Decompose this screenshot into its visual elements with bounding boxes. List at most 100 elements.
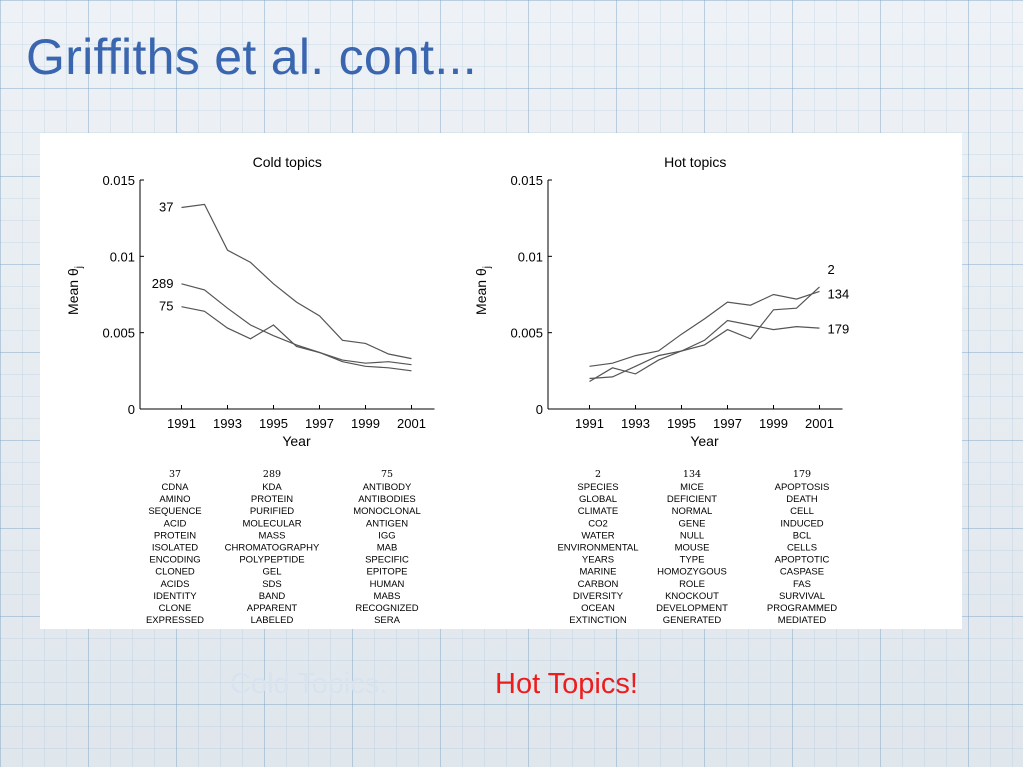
cold-word-list-item: CLONE: [159, 603, 192, 614]
cold-topics-caption: Cold Topics.: [230, 668, 388, 700]
cold-word-list-item: HUMAN: [370, 579, 405, 590]
hot-word-list-item: CASPASE: [780, 567, 824, 578]
cold-word-list-header: 37: [169, 469, 181, 480]
hot-word-list-item: INDUCED: [780, 518, 823, 529]
hot-word-list-header: 134: [683, 469, 701, 480]
cold-word-list-header: 75: [381, 469, 393, 480]
cold-word-list-item: MABS: [374, 591, 401, 602]
hot-series-2-label: 2: [828, 262, 835, 277]
hot-word-list-item: FAS: [793, 579, 811, 590]
cold-y-tick-label: 0.01: [110, 249, 135, 264]
hot-series-179-line: [589, 319, 820, 380]
cold-word-list-item: CDNA: [162, 482, 190, 493]
cold-series-37-line: [181, 203, 412, 360]
cold-chart-title: Cold topics: [253, 154, 322, 170]
hot-word-list-item: HOMOZYGOUS: [657, 567, 727, 578]
cold-y-tick-label: 0.015: [102, 173, 135, 188]
hot-y-axis-label: Mean θj: [473, 266, 493, 315]
hot-y-tick-label: 0.005: [510, 326, 543, 341]
cold-word-list-item: MAB: [377, 543, 398, 554]
cold-word-list-item: APPARENT: [247, 603, 298, 614]
hot-series-134-line: [589, 286, 820, 383]
slide-title: Griffiths et al. cont...: [26, 29, 477, 85]
cold-series-289-label: 289: [152, 276, 174, 291]
cold-word-list-item: PROTEIN: [251, 494, 293, 505]
hot-y-axis-label-subscript: j: [482, 266, 493, 269]
cold-y-tick-label: 0.005: [102, 326, 135, 341]
hot-x-tick-label: 1995: [667, 416, 696, 431]
hot-word-list-item: GLOBAL: [579, 494, 617, 505]
hot-series-2-line: [589, 290, 820, 367]
cold-x-tick-label: 1999: [351, 416, 380, 431]
hot-word-list-item: MICE: [680, 482, 704, 493]
hot-word-list-item: SURVIVAL: [779, 591, 825, 602]
hot-word-list-item: WATER: [581, 530, 614, 541]
hot-word-list-item: SPECIES: [577, 482, 618, 493]
hot-word-list-item: DEVELOPMENT: [656, 603, 728, 614]
cold-y-axis-label: Mean θj: [65, 266, 85, 315]
hot-y-tick-label: 0.01: [518, 249, 543, 264]
hot-word-list-item: NORMAL: [672, 506, 713, 517]
cold-series-75-label: 75: [159, 299, 173, 314]
hot-x-tick-label: 2001: [805, 416, 834, 431]
cold-word-list-item: IDENTITY: [153, 591, 197, 602]
hot-word-list-item: TYPE: [680, 555, 705, 566]
hot-word-list-item: ROLE: [679, 579, 705, 590]
cold-x-tick-label: 1995: [259, 416, 288, 431]
cold-word-list-item: BAND: [259, 591, 286, 602]
figure-panel: Cold topics 0.015 0.01 0.005 0 1991 1993 1995 19…: [40, 133, 962, 629]
hot-word-list-item: APOPTOTIC: [775, 555, 830, 566]
hot-word-list-item: CELL: [790, 506, 814, 517]
hot-y-tick-label: 0: [536, 402, 543, 417]
cold-word-list-header: 289: [263, 469, 281, 480]
cold-word-list-item: RECOGNIZED: [355, 603, 418, 614]
cold-word-list-item: ISOLATED: [152, 543, 198, 554]
hot-word-list-item: CELLS: [787, 543, 817, 554]
hot-word-list-item: CLIMATE: [578, 506, 618, 517]
cold-word-list-item: SEQUENCE: [148, 506, 201, 517]
hot-word-list-item: OCEAN: [581, 603, 615, 614]
cold-y-axis-label-subscript: j: [74, 266, 85, 269]
hot-x-tick-label: 1999: [759, 416, 788, 431]
cold-x-tick-label: 2001: [397, 416, 426, 431]
cold-x-axis-label: Year: [282, 433, 311, 449]
hot-word-list-item: KNOCKOUT: [665, 591, 719, 602]
cold-word-list-item: GEL: [262, 567, 281, 578]
hot-word-list-item: DEFICIENT: [667, 494, 717, 505]
cold-word-list-item: ACID: [164, 518, 187, 529]
cold-word-list-item: SDS: [262, 579, 282, 590]
cold-word-list-item: ACIDS: [160, 579, 189, 590]
hot-word-list-item: CARBON: [578, 579, 619, 590]
cold-x-tick-label: 1993: [213, 416, 242, 431]
hot-series-179-label: 179: [828, 322, 850, 337]
cold-word-list-item: CLONED: [155, 567, 195, 578]
cold-word-list-item: ANTIBODIES: [358, 494, 416, 505]
hot-word-list-item: CO2: [588, 518, 608, 529]
cold-word-list-item: AMINO: [159, 494, 190, 505]
hot-word-list-item: NULL: [680, 530, 704, 541]
hot-word-list-item: MARINE: [580, 567, 617, 578]
cold-word-list-item: LABELED: [251, 615, 294, 626]
cold-word-list-item: EXPRESSED: [146, 615, 204, 626]
hot-word-list-item: EXTINCTION: [569, 615, 627, 626]
cold-word-list-item: IGG: [378, 530, 395, 541]
hot-x-tick-label: 1991: [575, 416, 604, 431]
cold-word-list-item: ANTIGEN: [366, 518, 408, 529]
cold-word-list-item: MONOCLONAL: [353, 506, 421, 517]
hot-word-list-item: MEDIATED: [778, 615, 827, 626]
cold-word-list-item: PURIFIED: [250, 506, 294, 517]
hot-word-list-header: 179: [793, 469, 811, 480]
cold-word-list-item: EPITOPE: [366, 567, 407, 578]
hot-word-list-item: BCL: [793, 530, 811, 541]
cold-word-list-item: CHROMATOGRAPHY: [225, 543, 320, 554]
cold-word-list-item: KDA: [262, 482, 282, 493]
hot-word-list-item: GENERATED: [663, 615, 722, 626]
cold-word-list-item: PROTEIN: [154, 530, 196, 541]
hot-word-list-item: MOUSE: [675, 543, 710, 554]
hot-x-axis-label: Year: [690, 433, 719, 449]
cold-word-list-item: MASS: [259, 530, 286, 541]
hot-word-list-item: APOPTOSIS: [775, 482, 830, 493]
hot-x-tick-label: 1993: [621, 416, 650, 431]
hot-word-list-item: YEARS: [582, 555, 614, 566]
cold-word-list-item: MOLECULAR: [242, 518, 301, 529]
